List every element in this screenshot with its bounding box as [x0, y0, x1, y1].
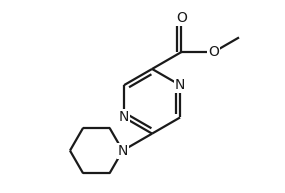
Text: O: O [208, 45, 219, 59]
Text: N: N [175, 78, 185, 92]
Text: N: N [119, 110, 129, 124]
Text: O: O [176, 11, 187, 25]
Text: N: N [117, 144, 128, 158]
Text: N: N [117, 144, 128, 158]
